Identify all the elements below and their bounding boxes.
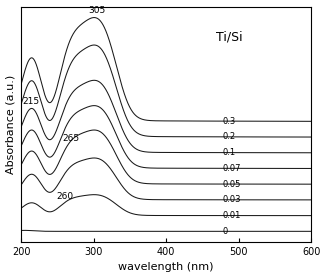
Text: 0.1: 0.1 xyxy=(222,148,235,157)
Text: 0.03: 0.03 xyxy=(222,195,241,204)
Y-axis label: Absorbance (a.u.): Absorbance (a.u.) xyxy=(6,75,16,174)
Text: 260: 260 xyxy=(56,192,73,201)
Text: 0.07: 0.07 xyxy=(222,164,241,173)
Text: 0: 0 xyxy=(222,227,227,236)
Text: 0.01: 0.01 xyxy=(222,211,240,220)
Text: 0.3: 0.3 xyxy=(222,116,235,126)
Text: 215: 215 xyxy=(23,97,40,106)
Text: Ti/Si: Ti/Si xyxy=(215,30,242,43)
Text: 265: 265 xyxy=(62,133,79,143)
X-axis label: wavelength (nm): wavelength (nm) xyxy=(118,262,214,272)
Text: 0.05: 0.05 xyxy=(222,180,240,188)
Text: 0.2: 0.2 xyxy=(222,132,235,141)
Text: 305: 305 xyxy=(89,6,106,15)
